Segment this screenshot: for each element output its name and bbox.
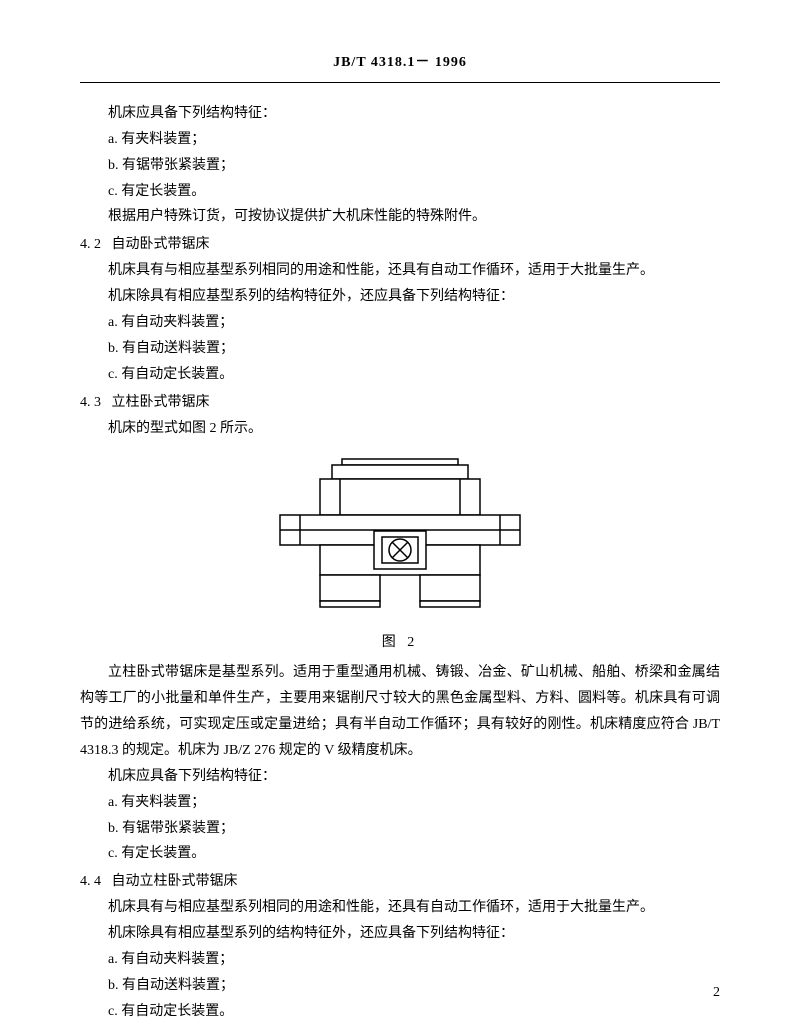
intro-line: 机床应具备下列结构特征：	[80, 101, 720, 127]
header-rule	[80, 82, 720, 83]
list-item: a. 有夹料装置；	[80, 127, 720, 153]
para: 机床除具有相应基型系列的结构特征外，还应具备下列结构特征：	[80, 284, 720, 310]
list-item: b. 有自动送料装置；	[80, 973, 720, 999]
list-item: c. 有自动定长装置。	[80, 362, 720, 388]
para: 机床具有与相应基型系列相同的用途和性能，还具有自动工作循环，适用于大批量生产。	[80, 895, 720, 921]
page-header: JB/T 4318.1－ 1996	[80, 50, 720, 76]
page-number: 2	[713, 980, 720, 1006]
list-item: a. 有自动夹料装置；	[80, 947, 720, 973]
section-4-2: 4. 2 自动卧式带锯床	[80, 232, 720, 258]
list-item: c. 有自动定长装置。	[80, 999, 720, 1025]
section-title: 自动卧式带锯床	[112, 237, 210, 252]
list-item: b. 有自动送料装置；	[80, 336, 720, 362]
section-number: 4. 3	[80, 390, 108, 416]
para: 机床应具备下列结构特征：	[80, 764, 720, 790]
para: 立柱卧式带锯床是基型系列。适用于重型通用机械、铸锻、冶金、矿山机械、船舶、桥梁和…	[80, 660, 720, 764]
list-item: c. 有定长装置。	[80, 179, 720, 205]
section-title: 自动立柱卧式带锯床	[112, 874, 238, 889]
section-4-4: 4. 4 自动立柱卧式带锯床	[80, 869, 720, 895]
machine-diagram-icon	[270, 451, 530, 616]
para: 机床的型式如图 2 所示。	[80, 416, 720, 442]
list-item: c. 有定长装置。	[80, 841, 720, 867]
section-number: 4. 2	[80, 232, 108, 258]
section-number: 4. 4	[80, 869, 108, 895]
section-4-3: 4. 3 立柱卧式带锯床	[80, 390, 720, 416]
section-title: 立柱卧式带锯床	[112, 395, 210, 410]
para: 机床具有与相应基型系列相同的用途和性能，还具有自动工作循环，适用于大批量生产。	[80, 258, 720, 284]
list-item: a. 有夹料装置；	[80, 790, 720, 816]
figure-2	[80, 451, 720, 626]
list-item: a. 有自动夹料装置；	[80, 310, 720, 336]
figure-caption: 图 2	[80, 630, 720, 656]
list-item: b. 有锯带张紧装置；	[80, 153, 720, 179]
para: 机床除具有相应基型系列的结构特征外，还应具备下列结构特征：	[80, 921, 720, 947]
para: 根据用户特殊订货，可按协议提供扩大机床性能的特殊附件。	[80, 204, 720, 230]
list-item: b. 有锯带张紧装置；	[80, 816, 720, 842]
